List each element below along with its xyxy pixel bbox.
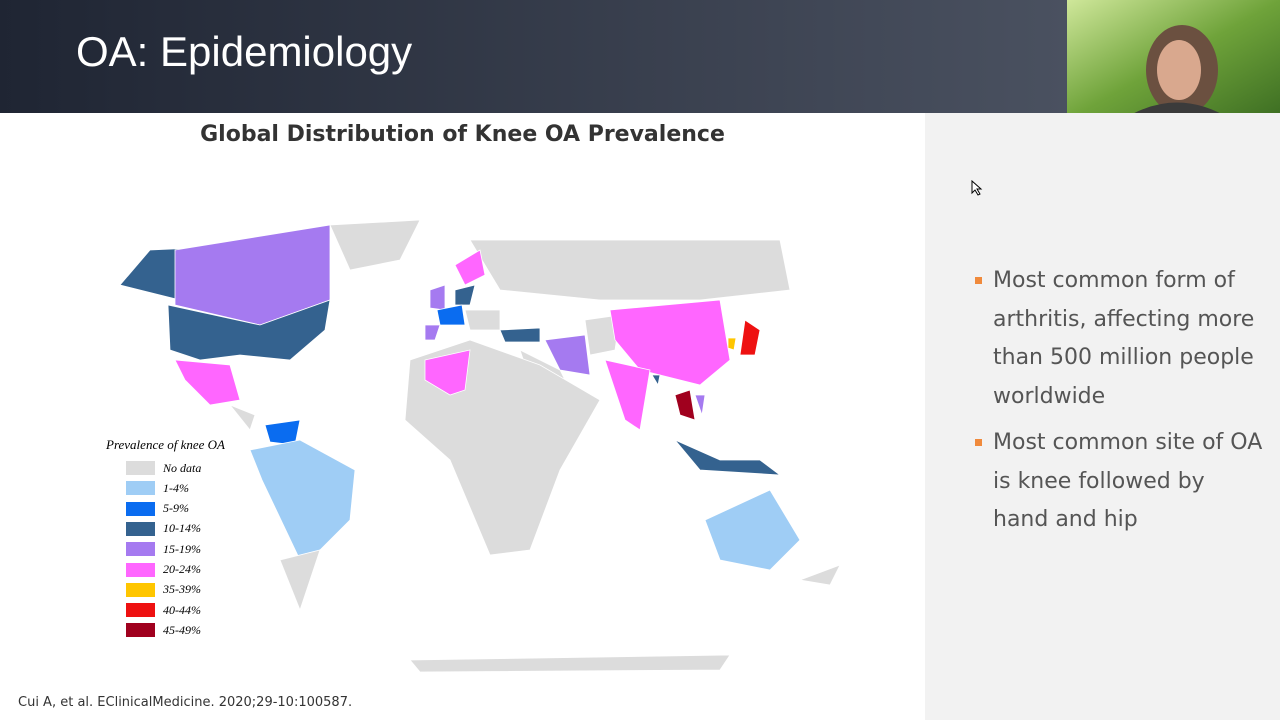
legend-label: 20-24% — [163, 562, 201, 576]
legend-entry: 10-14% — [126, 519, 201, 539]
map-region — [739, 319, 761, 356]
legend-entry: 20-24% — [126, 560, 201, 580]
map-region — [436, 304, 466, 326]
slide-title: OA: Epidemiology — [76, 28, 413, 75]
legend-entry: 15-19% — [126, 539, 201, 559]
bullet-list: Most common form of arthritis, affecting… — [975, 262, 1265, 548]
map-region — [544, 334, 591, 376]
legend-swatch — [126, 521, 155, 536]
bullet: Most common site of OA is knee followed … — [975, 424, 1265, 540]
cursor — [971, 180, 983, 196]
world-map — [119, 219, 841, 673]
map-region — [279, 549, 321, 612]
map-region — [464, 309, 501, 331]
map-region — [704, 489, 801, 571]
map-region — [174, 359, 241, 406]
map-region — [424, 349, 471, 396]
legend-swatch — [126, 603, 155, 618]
slide-header: OA: Epidemiology — [0, 0, 1067, 113]
map-title: Global Distribution of Knee OA Prevalenc… — [200, 122, 725, 147]
side-panel — [925, 113, 1280, 720]
map-region — [651, 374, 661, 387]
legend-label: 1-4% — [163, 480, 189, 495]
legend-swatch — [126, 562, 155, 577]
map-region — [609, 299, 731, 386]
map-region — [249, 439, 356, 561]
map-region — [409, 654, 731, 673]
legend-swatch — [126, 461, 155, 475]
map-region — [167, 299, 331, 361]
map-region — [694, 394, 706, 416]
legend-label: 10-14% — [163, 521, 201, 536]
map-region — [429, 284, 446, 311]
legend-entry: 1-4% — [126, 478, 189, 498]
map-region — [604, 359, 651, 431]
map-region — [798, 564, 841, 586]
map-region — [228, 404, 256, 431]
legend-label: 40-44% — [163, 602, 201, 617]
map-region — [454, 249, 486, 286]
map-region — [499, 327, 541, 343]
map-region — [584, 314, 621, 356]
map-region — [469, 239, 791, 301]
map-region — [674, 439, 782, 476]
legend-entry: 35-39% — [126, 580, 201, 600]
map-region — [329, 219, 421, 271]
map-region — [454, 284, 476, 306]
legend-label: 35-39% — [163, 582, 201, 597]
legend-entry: No data — [126, 458, 201, 478]
legend-label: 5-9% — [163, 501, 189, 516]
legend-label: 45-49% — [163, 622, 201, 637]
webcam — [1067, 0, 1280, 120]
legend-title: Prevalence of knee OA — [106, 437, 225, 452]
legend-swatch — [126, 501, 155, 516]
legend-label: No data — [163, 460, 202, 475]
map-region — [424, 324, 441, 341]
legend-entry: 5-9% — [126, 499, 189, 519]
legend-swatch — [126, 623, 155, 638]
legend-entry: 40-44% — [126, 600, 201, 620]
legend-swatch — [126, 582, 155, 597]
legend-entry: 45-49% — [126, 620, 201, 640]
map-region — [674, 389, 696, 421]
legend-swatch — [126, 481, 155, 496]
citation: Cui A, et al. EClinicalMedicine. 2020;29… — [18, 695, 353, 710]
legend-swatch — [126, 542, 155, 557]
map-region — [727, 337, 737, 351]
bullet: Most common form of arthritis, affecting… — [975, 262, 1265, 416]
legend-label: 15-19% — [163, 541, 201, 556]
